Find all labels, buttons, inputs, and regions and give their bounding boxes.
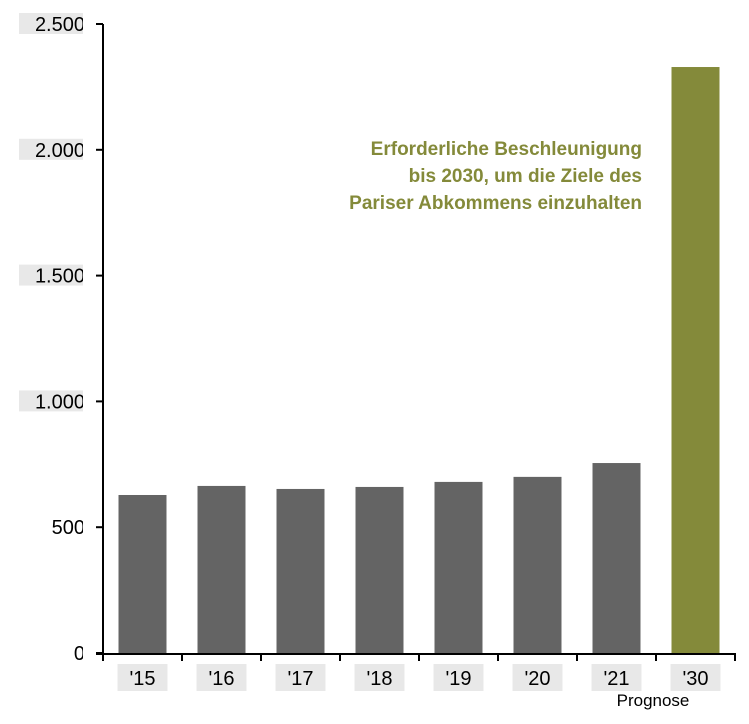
bar-20 (513, 476, 562, 653)
y-tick-label-box (19, 13, 83, 34)
x-tick-label-box (354, 664, 405, 691)
y-tick-label: 500 (52, 517, 85, 539)
y-tick-label: 2.000 (35, 140, 85, 162)
x-tick-label: '19 (445, 668, 471, 690)
x-tick-label-box (275, 664, 326, 691)
prognose-label: Prognose (617, 691, 690, 710)
annotation-line: Pariser Abkommens einzuhalten (349, 193, 642, 214)
x-tick-label-box (433, 664, 484, 691)
x-tick-label-box (591, 664, 642, 691)
annotation: Erforderliche Beschleunigung bis 2030, u… (349, 139, 642, 214)
bar-17 (276, 488, 325, 653)
bar-19 (434, 481, 483, 653)
bar-15 (118, 494, 167, 653)
x-tick-label-box (117, 664, 168, 691)
bar-16 (197, 485, 246, 653)
x-tick-label: '16 (208, 668, 234, 690)
bar-18 (355, 486, 404, 653)
bar-30 (671, 67, 720, 653)
y-tick-label: 1.500 (35, 266, 85, 288)
x-tick-label-box (196, 664, 247, 691)
y-tick-label-box (19, 390, 83, 412)
y-tick-label: 1.000 (35, 391, 85, 413)
annotation-line: bis 2030, um die Ziele des (409, 166, 642, 187)
annotation-line: Erforderliche Beschleunigung (371, 139, 642, 160)
x-tick-label: '15 (129, 668, 155, 690)
x-tick-label: '17 (287, 668, 313, 690)
y-tick-label: 2.500 (35, 14, 85, 36)
x-tick-label: '18 (366, 668, 392, 690)
x-tick-label: '21 (603, 668, 629, 690)
y-tick-label-box (19, 264, 83, 286)
bar-21 (592, 463, 641, 653)
x-tick-label: '20 (524, 668, 550, 690)
x-tick-label: '30 (682, 668, 708, 690)
x-tick-label-box (512, 664, 563, 691)
y-tick-label: 0 (74, 643, 85, 665)
y-tick-label-box (19, 138, 83, 160)
x-tick-label-box (670, 664, 721, 691)
